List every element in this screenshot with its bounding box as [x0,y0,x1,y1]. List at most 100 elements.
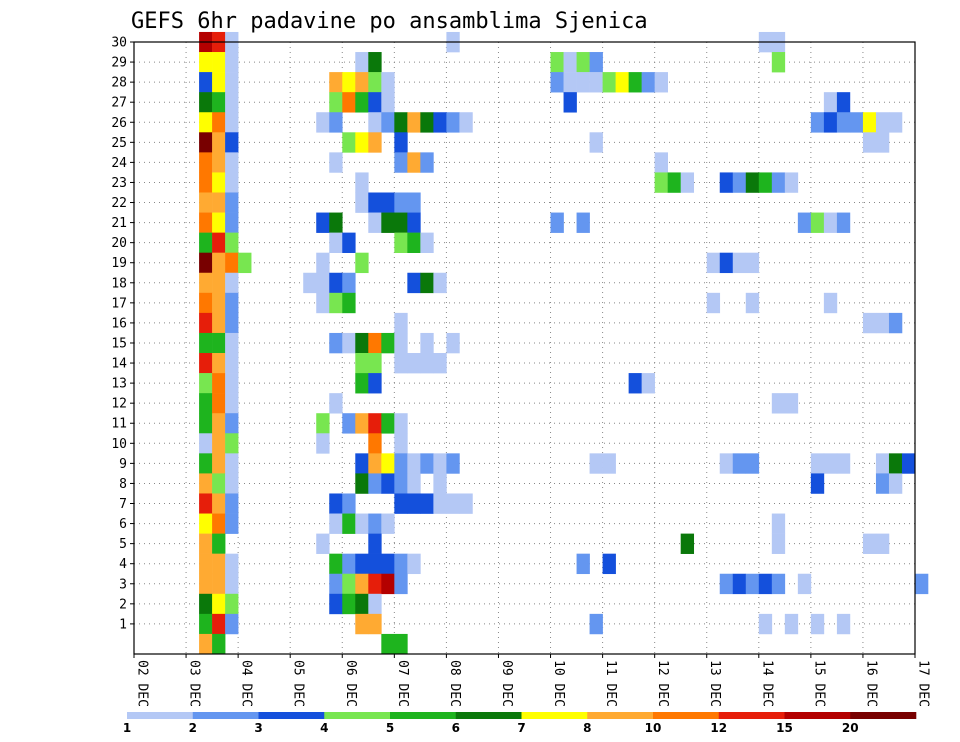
heatmap-cell [875,533,890,554]
heatmap-cell [862,112,877,133]
heatmap-cell [771,393,786,414]
heatmap-cell [875,312,890,334]
heatmap-cell [823,212,838,233]
heatmap-cell [368,192,382,213]
heatmap-cell [225,353,239,374]
heatmap-cell [368,373,382,394]
legend-swatch [390,712,457,719]
heatmap-cell [199,72,213,93]
heatmap-cell [394,353,408,374]
x-tick-label: 04 DEC [239,660,254,707]
legend-label: 5 [386,721,394,735]
heatmap-cell [368,353,382,374]
y-tick-label: 14 [111,357,127,372]
heatmap-cell [225,312,239,334]
heatmap-cell [667,172,681,193]
heatmap-cell [199,353,213,374]
chart-title: GEFS 6hr padavine po ansamblima Sjenica [131,9,648,34]
heatmap-cell [199,292,213,314]
grid-lines [134,41,915,654]
x-tick-label: 16 DEC [863,660,878,707]
heatmap-cell [823,92,838,113]
heatmap-cell [342,413,356,434]
heatmap-cell [589,132,603,153]
heatmap-cell [745,453,760,474]
y-tick-label: 13 [111,377,127,392]
heatmap-cell [394,473,408,494]
heatmap-cell [797,212,812,233]
heatmap-cell [745,573,760,595]
heatmap-cell [368,453,382,474]
heatmap-cell [563,72,577,93]
heatmap-cell [212,633,226,655]
heatmap-cell [576,553,590,575]
heatmap-cell [407,272,421,294]
heatmap-cell [550,52,564,73]
heatmap-cell [199,533,213,554]
heatmap-cell [355,513,369,534]
heatmap-cell [368,92,382,113]
heatmap-cell [355,52,369,73]
x-tick-label: 17 DEC [916,660,931,707]
heatmap-cell [407,553,421,575]
heatmap-cell [771,573,786,595]
x-tick-label: 11 DEC [603,660,618,707]
heatmap-cell [225,192,239,213]
heatmap-cell [862,533,877,554]
heatmap-cell [394,132,408,153]
heatmap-cell [212,212,226,233]
heatmap-cell [329,232,343,253]
y-tick-label: 7 [119,497,127,512]
heatmap-cell [836,212,851,233]
heatmap-cell [225,92,239,113]
heatmap-cell [589,613,603,635]
heatmap-cell [446,453,460,474]
heatmap-cell [771,533,786,554]
heatmap-cell [225,232,239,253]
heatmap-cell [303,272,317,294]
heatmap-cell [407,493,421,514]
heatmap-cell [212,92,226,113]
heatmap-cell [329,292,343,314]
heatmap-cell [758,573,773,595]
heatmap-cell [875,132,890,153]
heatmap-cell [394,433,408,454]
heatmap-cell [355,613,369,635]
heatmap-cell [329,332,343,354]
heatmap-cell [342,92,356,113]
heatmap-cell [238,252,252,274]
heatmap-cell [199,152,213,173]
heatmap-cell [589,453,603,474]
heatmap-cell [355,132,369,153]
heatmap-cell [199,593,213,615]
heatmap-cell [342,553,356,575]
heatmap-cell [381,553,395,575]
heatmap-cell [576,212,590,233]
heatmap-cell [745,252,760,274]
heatmap-cell [394,152,408,173]
heatmap-cell [225,513,239,534]
legend-swatch [718,712,785,719]
heatmap-cell [199,413,213,434]
heatmap-cell [641,373,655,394]
x-tick-label: 03 DEC [187,660,202,707]
heatmap-cell [199,453,213,474]
y-tick-label: 26 [111,116,127,131]
heatmap-cell [394,192,408,213]
heatmap-cell [212,232,226,253]
heatmap-cell [433,493,447,514]
heatmap-cell [329,513,343,534]
heatmap-cell [212,252,226,274]
heatmap-cell [550,72,564,93]
x-tick-label: 02 DEC [135,660,150,707]
heatmap-cell [199,493,213,514]
heatmap-cell [394,232,408,253]
y-tick-label: 24 [111,156,127,171]
heatmap-cell [875,112,890,133]
y-tick-label: 22 [111,196,127,211]
legend-swatch [587,712,654,719]
heatmap-cell [212,393,226,414]
legend-swatch [324,712,391,719]
heatmap-cell [810,453,825,474]
heatmap-cell [212,493,226,514]
